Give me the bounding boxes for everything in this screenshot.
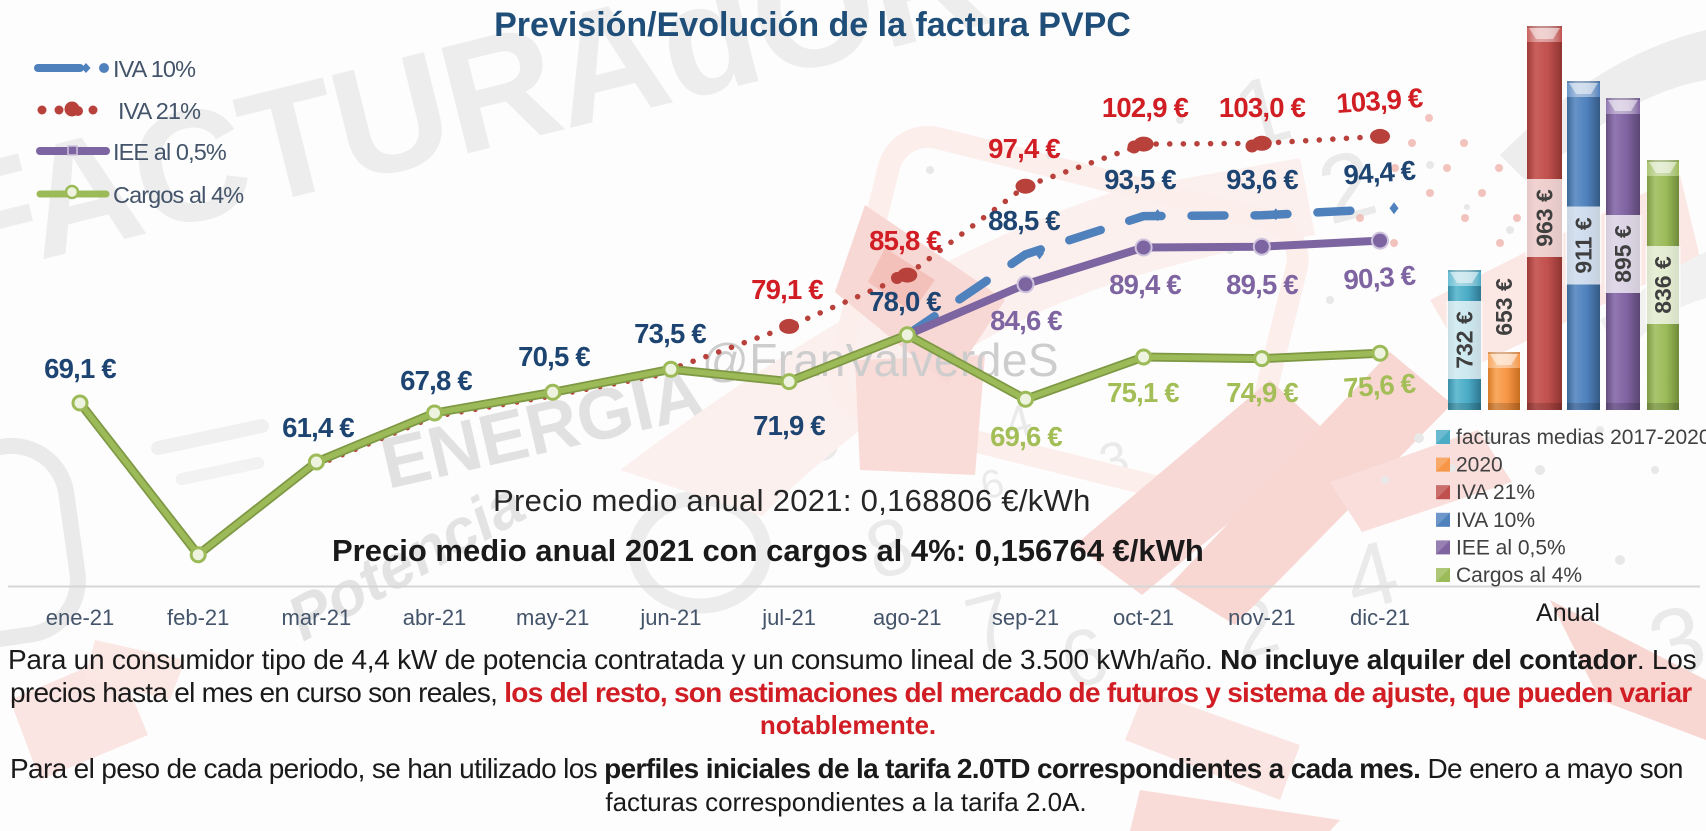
- svg-text:oct-21: oct-21: [1113, 605, 1174, 630]
- svg-text:93,5 €: 93,5 €: [1104, 164, 1176, 195]
- svg-text:61,4 €: 61,4 €: [282, 412, 354, 443]
- svg-text:74,9 €: 74,9 €: [1226, 377, 1298, 408]
- svg-text:89,5 €: 89,5 €: [1226, 269, 1298, 300]
- svg-text:69,6 €: 69,6 €: [990, 421, 1062, 452]
- svg-text:94,4 €: 94,4 €: [1343, 155, 1417, 191]
- svg-text:102,9 €: 102,9 €: [1102, 92, 1189, 123]
- svg-text:IEE al 0,5%: IEE al 0,5%: [1456, 536, 1566, 559]
- svg-text:103,9 €: 103,9 €: [1335, 82, 1424, 119]
- svg-text:93,6 €: 93,6 €: [1226, 164, 1298, 195]
- svg-text:jul-21: jul-21: [761, 605, 816, 630]
- svg-text:73,5 €: 73,5 €: [634, 318, 706, 349]
- svg-text:sep-21: sep-21: [992, 605, 1059, 630]
- svg-text:79,1 €: 79,1 €: [751, 274, 823, 305]
- svg-text:ago-21: ago-21: [873, 605, 942, 630]
- svg-text:69,1 €: 69,1 €: [44, 353, 116, 384]
- svg-text:IVA 10%: IVA 10%: [113, 56, 196, 82]
- svg-text:75,6 €: 75,6 €: [1343, 368, 1417, 404]
- svg-text:78,0 €: 78,0 €: [869, 286, 941, 317]
- svg-text:67,8 €: 67,8 €: [400, 365, 472, 396]
- svg-text:89,4 €: 89,4 €: [1109, 269, 1181, 300]
- svg-text:84,6 €: 84,6 €: [990, 305, 1062, 336]
- svg-text:mar-21: mar-21: [282, 605, 352, 630]
- svg-text:85,8 €: 85,8 €: [869, 225, 941, 256]
- svg-text:963 €: 963 €: [1532, 189, 1558, 247]
- svg-text:71,9 €: 71,9 €: [753, 410, 825, 441]
- svg-text:732 €: 732 €: [1452, 311, 1478, 369]
- svg-text:feb-21: feb-21: [167, 605, 229, 630]
- svg-text:dic-21: dic-21: [1350, 605, 1410, 630]
- svg-text:IVA 10%: IVA 10%: [1456, 509, 1535, 532]
- svg-text:653 €: 653 €: [1491, 278, 1517, 336]
- svg-text:IEE al 0,5%: IEE al 0,5%: [113, 139, 227, 165]
- svg-text:70,5 €: 70,5 €: [518, 341, 590, 372]
- svg-text:103,0 €: 103,0 €: [1219, 92, 1306, 123]
- svg-text:IVA 21%: IVA 21%: [1456, 481, 1535, 504]
- svg-text:Cargos al 4%: Cargos al 4%: [1456, 564, 1582, 587]
- svg-text:ene-21: ene-21: [46, 605, 115, 630]
- svg-text:Cargos al 4%: Cargos al 4%: [113, 182, 244, 208]
- svg-text:facturas medias 2017-2020: facturas medias 2017-2020: [1456, 426, 1706, 449]
- svg-text:97,4 €: 97,4 €: [988, 133, 1060, 164]
- svg-text:895 €: 895 €: [1610, 225, 1636, 283]
- svg-text:836 €: 836 €: [1650, 256, 1676, 314]
- svg-text:75,1 €: 75,1 €: [1107, 377, 1179, 408]
- svg-text:IVA 21%: IVA 21%: [118, 98, 201, 124]
- svg-text:Anual: Anual: [1536, 599, 1600, 627]
- svg-text:88,5 €: 88,5 €: [988, 205, 1060, 236]
- svg-text:nov-21: nov-21: [1228, 605, 1295, 630]
- svg-text:911 €: 911 €: [1571, 217, 1597, 273]
- svg-text:abr-21: abr-21: [403, 605, 467, 630]
- svg-text:jun-21: jun-21: [639, 605, 701, 630]
- svg-text:may-21: may-21: [516, 605, 589, 630]
- svg-text:2020: 2020: [1456, 454, 1503, 477]
- svg-text:90,3 €: 90,3 €: [1343, 260, 1417, 296]
